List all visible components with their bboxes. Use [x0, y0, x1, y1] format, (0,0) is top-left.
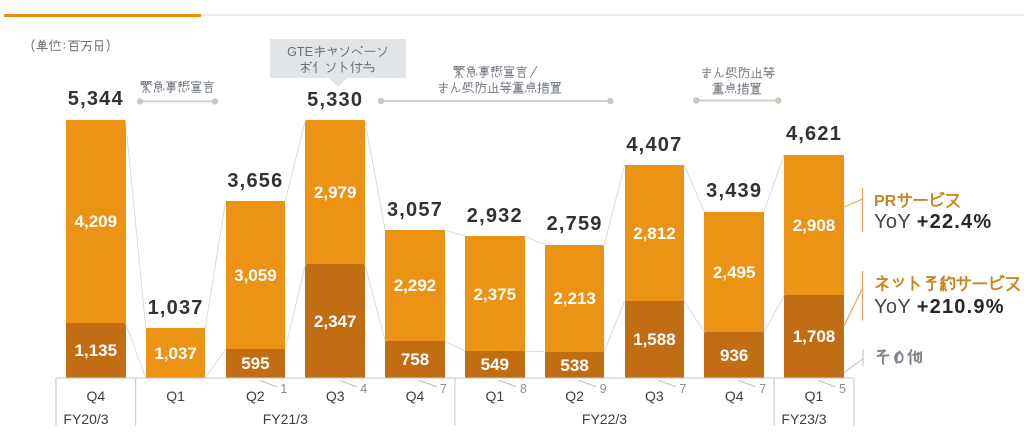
svg-text:GTE: GTE [287, 45, 313, 59]
svg-text:PR: PR [874, 193, 897, 210]
